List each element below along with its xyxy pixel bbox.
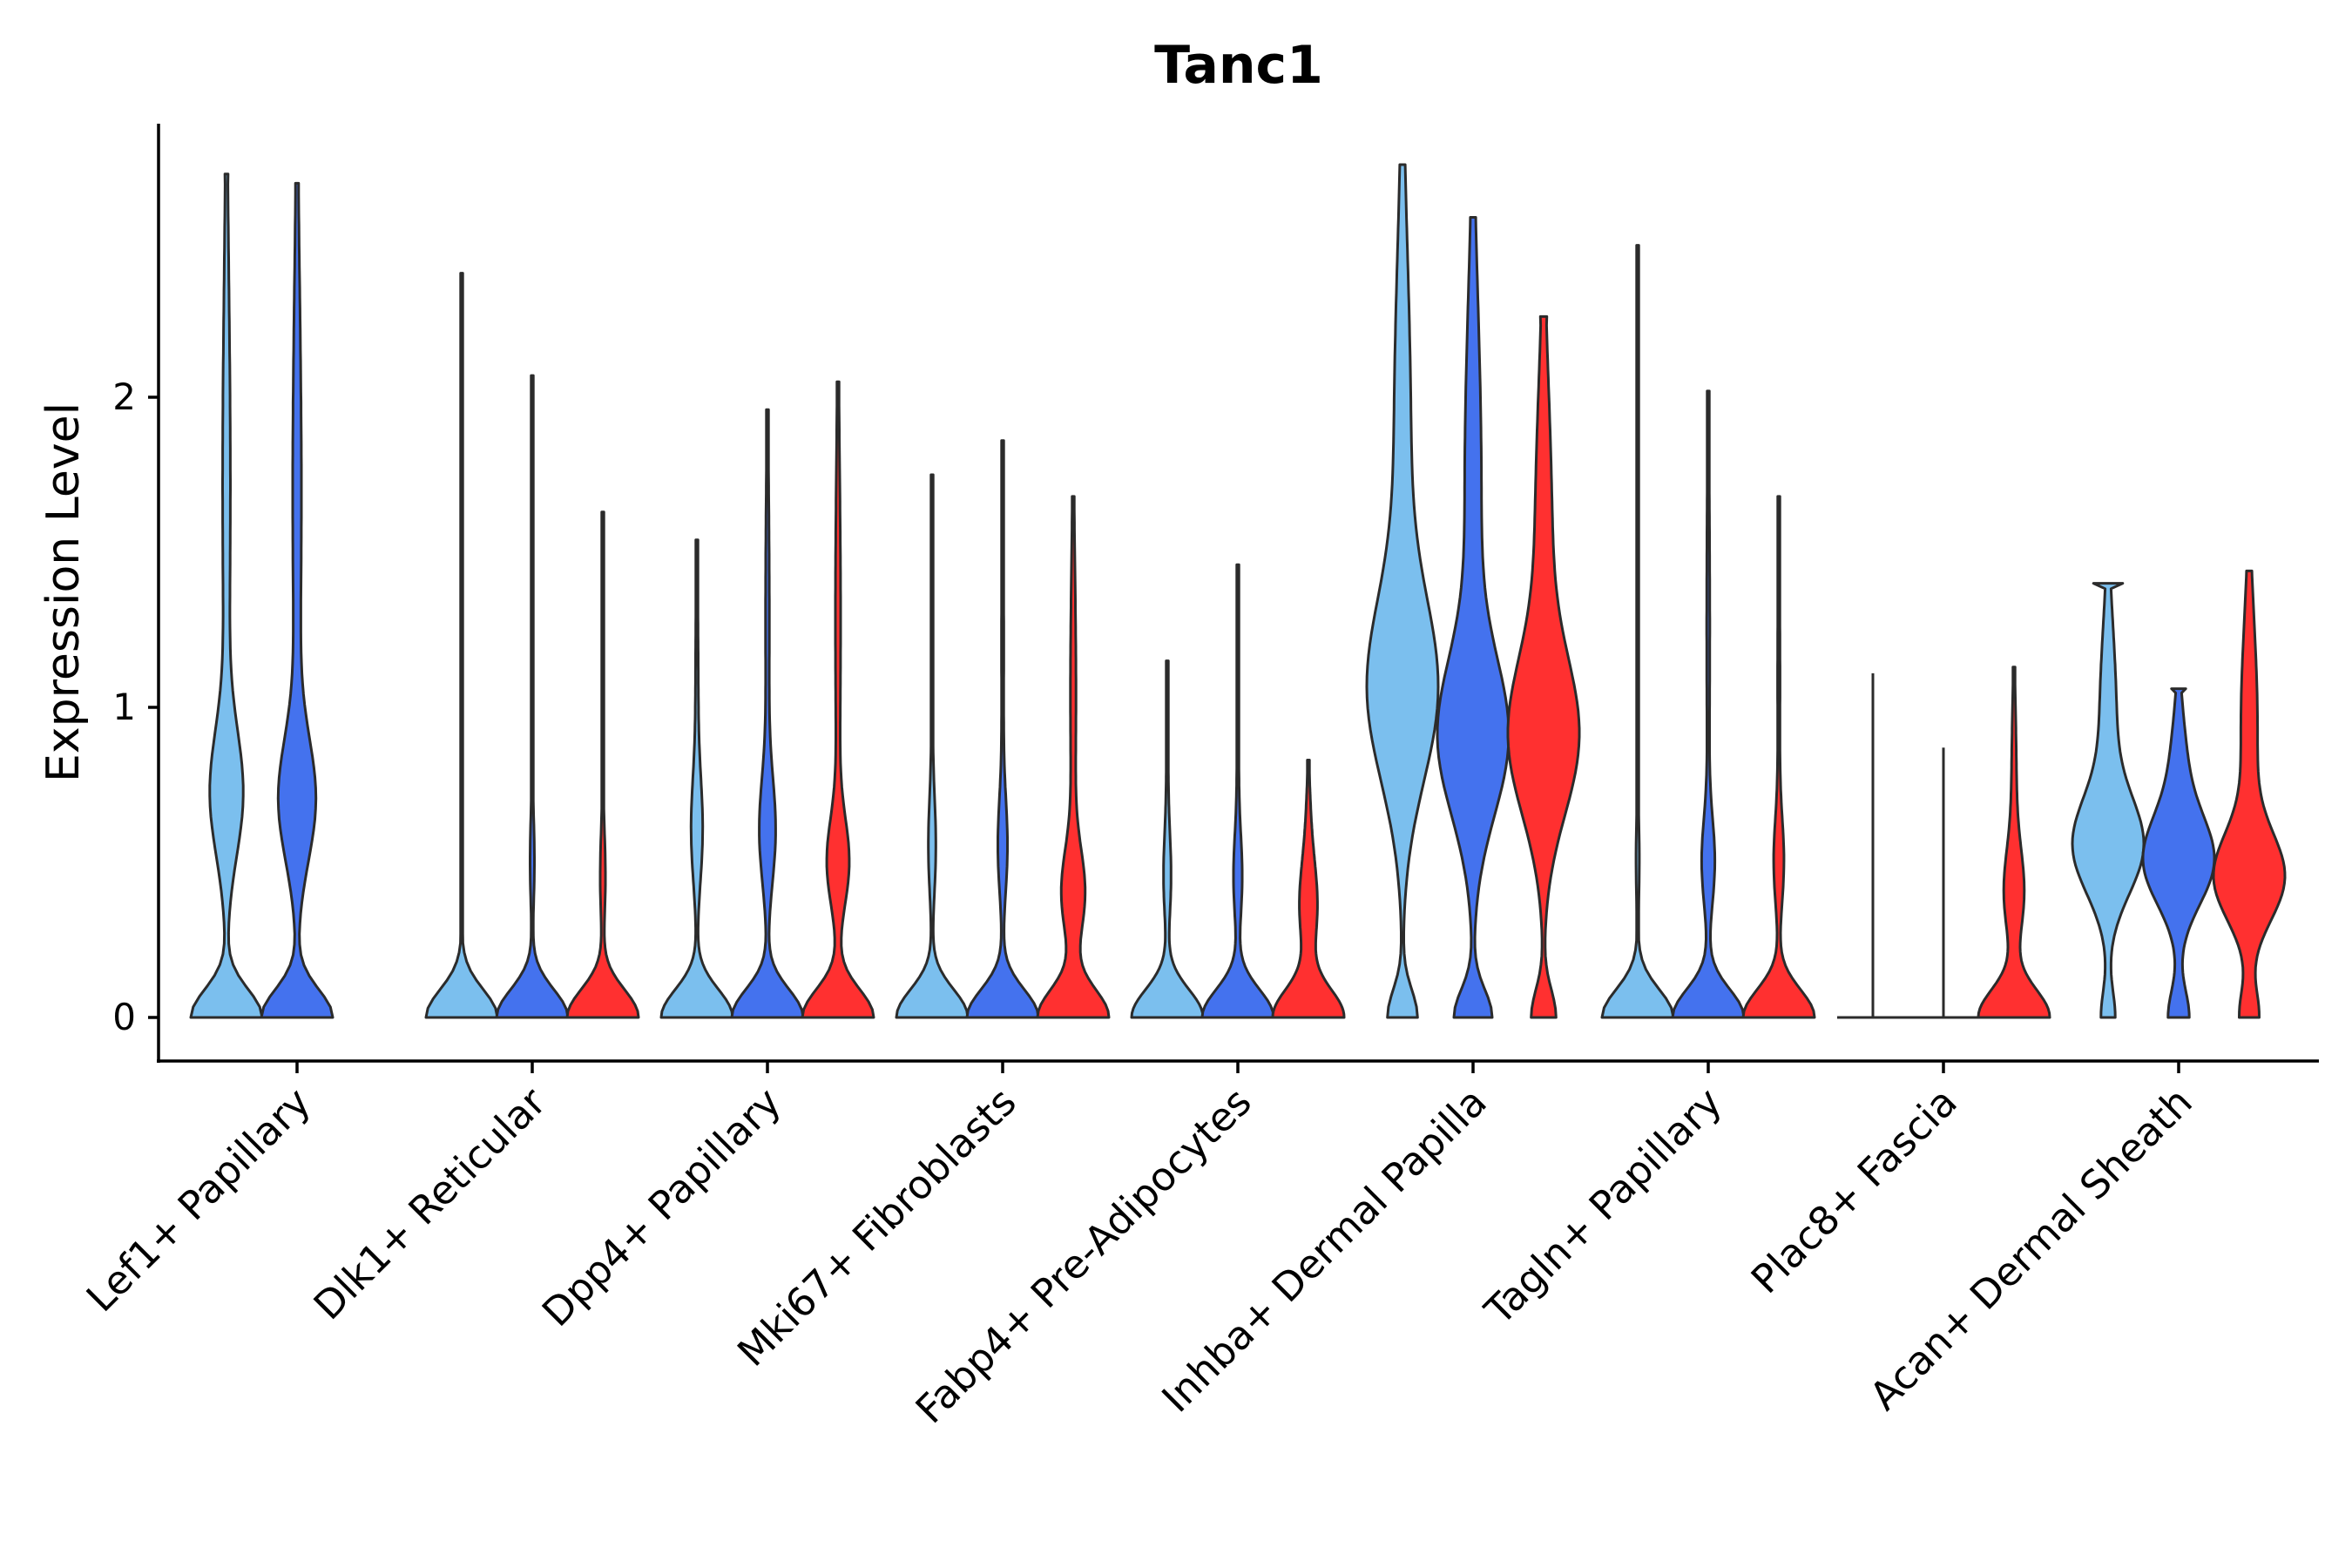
violin-3-3 [801,380,875,1019]
violin-6-2 [1436,216,1511,1019]
violin-8-3 [1977,666,2051,1019]
violin-1-1 [189,172,264,1019]
violin-8-1 [1837,672,1909,1019]
violin-9-1 [2071,582,2146,1019]
y-tick-label: 2 [112,375,136,418]
x-tick-label: Plac8+ Fascia [1742,1078,1966,1302]
violin-9-3 [2212,569,2287,1019]
violin-4-3 [1036,495,1111,1019]
violin-layer [189,163,2287,1019]
x-tick-label: Tagln+ Papillary [1476,1078,1731,1334]
violin-7-3 [1741,495,1816,1019]
violin-3-1 [659,538,734,1019]
violin-5-1 [1130,659,1205,1019]
violin-7-1 [1600,244,1675,1019]
violin-3-2 [730,408,805,1019]
violin-6-3 [1506,314,1581,1019]
violin-2-1 [424,272,499,1019]
violin-6-1 [1365,163,1440,1019]
violin-2-3 [565,510,640,1019]
violin-1-2 [260,181,335,1019]
violin-9-2 [2141,687,2216,1019]
x-tick-label: Dlk1+ Reticular [305,1078,555,1328]
violin-2-2 [495,374,570,1019]
y-tick-label: 1 [112,686,136,728]
chart-title: Tanc1 [1154,35,1323,96]
violin-7-2 [1671,389,1746,1019]
y-tick-label: 0 [112,996,136,1038]
violin-5-3 [1271,759,1346,1019]
y-ticks: 0 1 2 [112,375,159,1038]
x-tick-label: Dpp4+ Papillary [533,1078,790,1335]
violin-5-2 [1200,563,1275,1019]
violin-8-2 [1908,747,1979,1019]
y-axis-label: Expression Level [37,402,90,782]
x-tick-label: Lef1+ Papillary [78,1078,320,1321]
violin-4-1 [895,473,970,1019]
violin-4-2 [965,439,1040,1019]
